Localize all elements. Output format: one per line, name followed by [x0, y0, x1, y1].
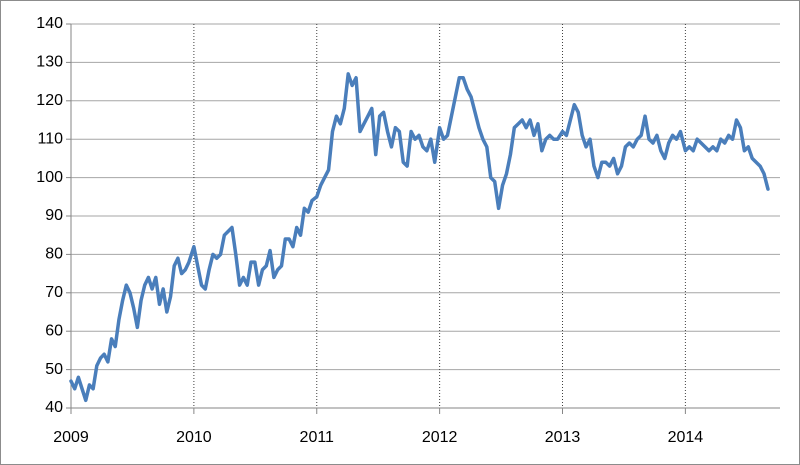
y-tick-label: 100	[36, 169, 63, 186]
y-tick-label: 40	[45, 399, 63, 416]
y-tick-label: 130	[36, 54, 63, 71]
y-tick-label: 80	[45, 246, 63, 263]
x-tick-label: 2014	[668, 429, 704, 446]
data-line	[69, 72, 770, 403]
y-tick-label: 50	[45, 361, 63, 378]
y-tick-label: 110	[37, 130, 63, 147]
y-tick-label: 120	[36, 92, 63, 109]
x-tick-label: 2012	[422, 429, 458, 446]
x-tick-label: 2013	[545, 429, 581, 446]
y-tick-label: 60	[45, 322, 63, 339]
x-tick-label: 2009	[53, 429, 89, 446]
y-tick-label: 90	[45, 207, 63, 224]
x-tick-label: 2011	[300, 429, 335, 446]
x-tick-label: 2010	[176, 429, 212, 446]
y-tick-label: 140	[36, 15, 63, 32]
y-tick-label: 70	[45, 284, 63, 301]
